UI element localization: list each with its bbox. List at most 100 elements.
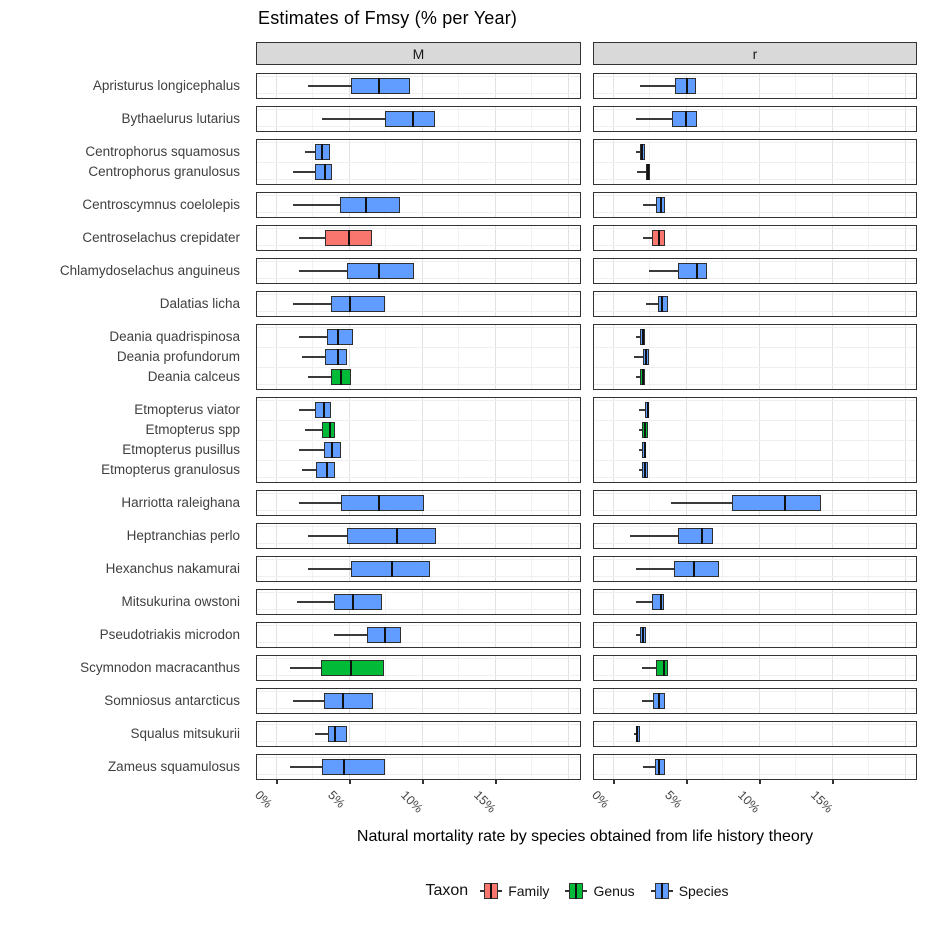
- boxplot-whisker: [298, 237, 326, 239]
- x-tick-label: 5%: [662, 788, 685, 811]
- boxplot-median: [350, 660, 353, 676]
- species-label: Centroscymnus coelolepis: [82, 197, 240, 212]
- gridline-horizontal: [594, 294, 916, 295]
- boxplot-row: [257, 493, 580, 513]
- gridline-major: [612, 755, 614, 779]
- gridline-minor: [795, 557, 796, 581]
- boxplot-whisker: [643, 204, 657, 206]
- gridline-major: [612, 689, 614, 713]
- legend-item-label: Genus: [593, 883, 635, 899]
- facet-row-10: Heptranchias perlo: [0, 523, 926, 549]
- boxplot-box: [675, 78, 696, 94]
- gridline-horizontal: [594, 367, 916, 368]
- facet-row-15: Somniosus antarcticus: [0, 688, 926, 714]
- gridline-minor: [458, 107, 459, 131]
- gridline-horizontal: [594, 576, 916, 577]
- gridline-horizontal: [257, 347, 580, 348]
- x-tick: [349, 780, 351, 784]
- species-label: Pseudotriakis microdon: [99, 627, 240, 642]
- gridline-horizontal: [257, 311, 580, 312]
- gridline-horizontal: [257, 757, 580, 758]
- gridline-horizontal: [257, 76, 580, 77]
- panel-M-5: [256, 258, 581, 284]
- facet-row-7: Deania quadrispinosa Deania profundorum De…: [0, 324, 926, 390]
- boxplot-row: [594, 195, 916, 215]
- boxplot-whisker: [307, 535, 348, 537]
- panel-M-10: [256, 523, 581, 549]
- panel-R-0: [593, 73, 917, 99]
- gridline-major: [612, 325, 614, 389]
- gridline-major: [421, 755, 423, 779]
- gridline-major: [685, 226, 687, 250]
- gridline-minor: [531, 689, 532, 713]
- boxplot-row: [257, 294, 580, 314]
- boxplot-median: [322, 402, 325, 418]
- species-labels: Hexanchus nakamurai: [0, 556, 248, 582]
- gridline-horizontal: [594, 179, 916, 180]
- boxplot-box: [325, 349, 348, 365]
- species-label: Etmopterus granulosus: [101, 462, 240, 477]
- gridline-major: [831, 325, 833, 389]
- boxplot-whisker: [670, 502, 733, 504]
- gridline-horizontal: [257, 327, 580, 328]
- gridline-minor: [531, 226, 532, 250]
- panel-M-16: [256, 721, 581, 747]
- gridline-minor: [649, 325, 650, 389]
- gridline-major: [567, 524, 569, 548]
- gridline-major: [494, 524, 496, 548]
- boxplot-whisker: [635, 601, 652, 603]
- boxplot-median: [391, 561, 394, 577]
- boxplot-row: [257, 592, 580, 612]
- gridline-minor: [531, 292, 532, 316]
- gridline-horizontal: [594, 592, 916, 593]
- boxplot-whisker: [298, 502, 342, 504]
- gridline-major: [567, 590, 569, 614]
- x-tick-label: 10%: [735, 788, 763, 816]
- gridline-minor: [722, 722, 723, 746]
- legend: Taxon Family Genus Species: [252, 882, 918, 900]
- gridline-minor: [795, 524, 796, 548]
- boxplot-row: [257, 691, 580, 711]
- gridline-major: [758, 74, 760, 98]
- boxplot-median: [636, 726, 639, 742]
- boxplot-row: [257, 658, 580, 678]
- boxplot-whisker: [298, 270, 348, 272]
- gridline-minor: [722, 325, 723, 389]
- boxplot-median: [643, 442, 646, 458]
- legend-item-label: Family: [508, 883, 550, 899]
- gridline-major: [904, 325, 906, 389]
- legend-key-boxplot-icon: [565, 882, 588, 900]
- gridline-major: [494, 259, 496, 283]
- gridline-major: [612, 656, 614, 680]
- gridline-minor: [795, 74, 796, 98]
- boxplot-median: [643, 422, 646, 438]
- facet-row-9: Harriotta raleighana: [0, 490, 926, 516]
- gridline-minor: [385, 292, 386, 316]
- gridline-major: [758, 292, 760, 316]
- gridline-major: [275, 689, 277, 713]
- gridline-major: [612, 491, 614, 515]
- boxplot-box: [651, 594, 664, 610]
- gridline-major: [831, 524, 833, 548]
- gridline-horizontal: [257, 708, 580, 709]
- boxplot-box: [341, 495, 425, 511]
- legend-key-median: [490, 883, 493, 899]
- species-label: Somniosus antarcticus: [104, 693, 240, 708]
- species-labels: Centroselachus crepidater: [0, 225, 248, 251]
- boxplot-whisker: [333, 634, 368, 636]
- gridline-minor: [531, 755, 532, 779]
- boxplot-whisker: [307, 568, 352, 570]
- gridline-minor: [385, 656, 386, 680]
- facet-row-13: Pseudotriakis microdon: [0, 622, 926, 648]
- gridline-minor: [649, 722, 650, 746]
- gridline-minor: [722, 292, 723, 316]
- gridline-major: [685, 590, 687, 614]
- boxplot-whisker: [637, 171, 647, 173]
- panel-M-4: [256, 225, 581, 251]
- species-labels: Chlamydoselachus anguineus: [0, 258, 248, 284]
- plot-title: Estimates of Fmsy (% per Year): [258, 8, 518, 28]
- gridline-major: [567, 656, 569, 680]
- boxplot-row: [594, 757, 916, 777]
- gridline-horizontal: [257, 179, 580, 180]
- gridline-minor: [795, 226, 796, 250]
